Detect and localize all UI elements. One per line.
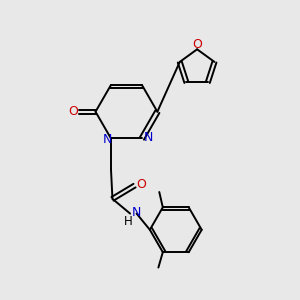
Text: N: N [131,206,141,220]
Text: H: H [124,215,133,228]
Text: O: O [136,178,146,190]
Text: O: O [68,105,78,118]
Text: O: O [192,38,202,51]
Text: N: N [144,130,153,143]
Text: N: N [103,134,112,146]
